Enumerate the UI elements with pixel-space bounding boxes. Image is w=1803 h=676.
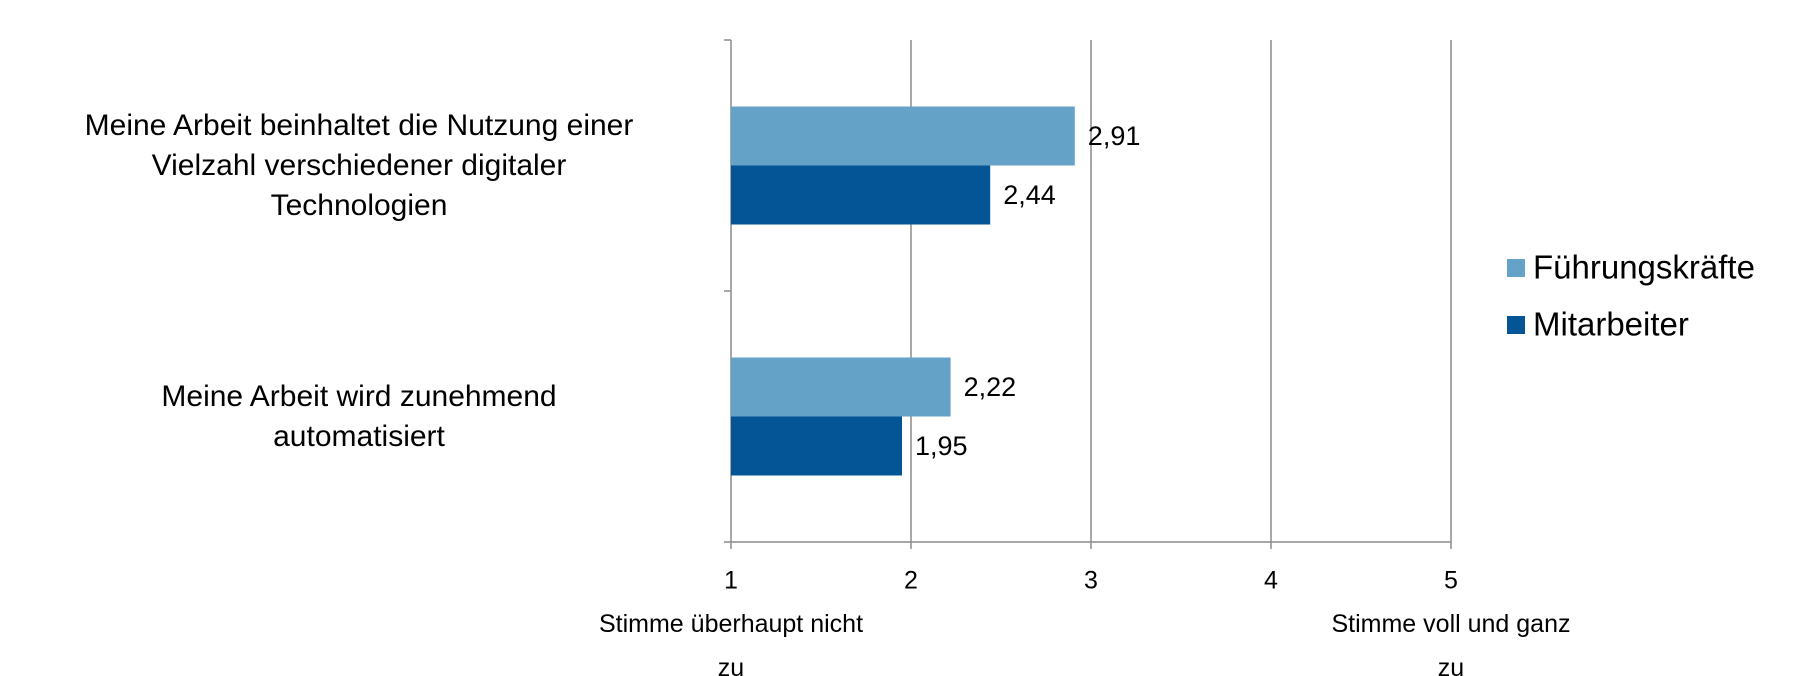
- x-tick-label: 3: [1084, 567, 1098, 595]
- axis-annotation: Stimme überhaupt nicht zu: [598, 610, 864, 676]
- value-label: 1,95: [915, 431, 968, 461]
- axis-annotation: Stimme voll und ganz zu: [1331, 610, 1571, 676]
- bar: [731, 165, 991, 225]
- legend-swatch: [1507, 316, 1525, 334]
- legend-label: Führungskräfte: [1533, 249, 1755, 286]
- value-label: 2,44: [1003, 180, 1056, 210]
- value-label: 2,91: [1088, 121, 1141, 151]
- legend-label: Mitarbeiter: [1533, 306, 1689, 343]
- bar: [731, 357, 951, 417]
- x-tick-label: 5: [1444, 567, 1458, 595]
- category-label: Meine Arbeit beinhaltet die Nutzung eine…: [84, 108, 634, 222]
- x-tick-label: 2: [904, 567, 918, 595]
- legend-swatch: [1507, 259, 1525, 277]
- x-tick-label: 1: [724, 567, 738, 595]
- category-label: Meine Arbeit wird zunehmend automatisier…: [161, 379, 557, 453]
- value-label: 2,22: [964, 372, 1017, 402]
- x-tick-label: 4: [1264, 567, 1278, 595]
- bar: [731, 416, 902, 476]
- bar: [731, 106, 1075, 166]
